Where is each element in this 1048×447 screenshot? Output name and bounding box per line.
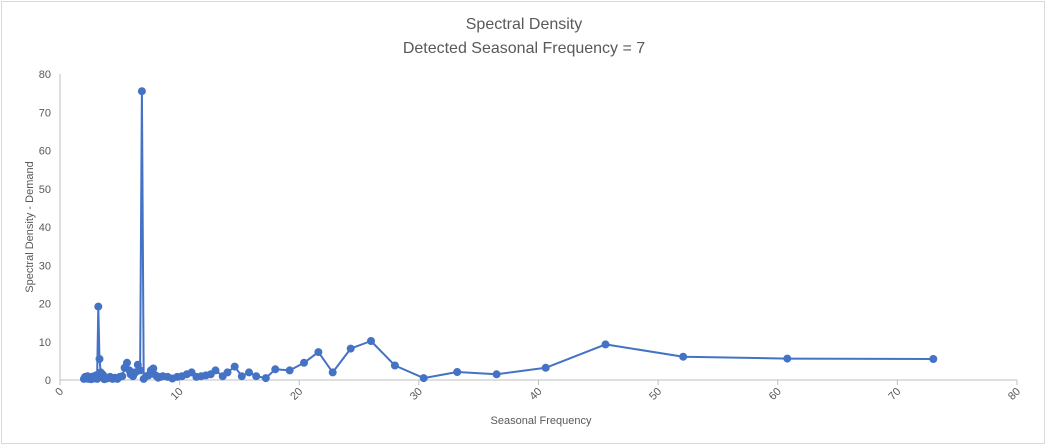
data-point bbox=[95, 355, 104, 363]
x-tick-label: 40 bbox=[527, 386, 544, 403]
x-tick-label: 20 bbox=[288, 386, 305, 403]
data-point bbox=[149, 364, 158, 373]
y-tick-label: 50 bbox=[39, 184, 51, 196]
data-point bbox=[419, 374, 428, 383]
data-point bbox=[783, 354, 792, 363]
x-axis-title: Seasonal Frequency bbox=[491, 415, 592, 427]
data-point bbox=[300, 358, 308, 367]
x-ticks: 0 10 20 30 40 50 60 70 80 bbox=[53, 380, 1023, 403]
x-tick-label: 80 bbox=[1006, 386, 1023, 403]
data-point bbox=[601, 340, 610, 349]
data-point bbox=[679, 352, 688, 361]
data-point bbox=[137, 87, 146, 96]
x-tick-label: 10 bbox=[169, 386, 186, 403]
y-tick-label: 60 bbox=[39, 146, 51, 158]
y-ticks: 0 10 20 30 40 50 60 70 80 bbox=[39, 69, 51, 387]
data-point bbox=[367, 337, 375, 345]
x-tick-label: 60 bbox=[767, 386, 784, 403]
data-point bbox=[187, 368, 196, 377]
data-point bbox=[94, 302, 103, 311]
y-tick-label: 0 bbox=[45, 375, 51, 387]
data-point bbox=[223, 368, 232, 377]
data-point bbox=[390, 361, 399, 370]
x-tick-label: 70 bbox=[886, 386, 903, 403]
x-tick-label: 30 bbox=[408, 386, 425, 403]
data-point bbox=[211, 366, 220, 375]
y-tick-label: 20 bbox=[39, 299, 51, 311]
chart-subtitle: Detected Seasonal Frequency = 7 bbox=[403, 40, 645, 57]
y-tick-label: 10 bbox=[39, 337, 51, 349]
y-tick-label: 80 bbox=[39, 69, 51, 81]
x-tick-label: 50 bbox=[647, 386, 664, 403]
data-point bbox=[261, 374, 270, 383]
data-point bbox=[118, 372, 127, 381]
y-tick-label: 70 bbox=[39, 107, 51, 119]
y-axis-title: Spectral Density - Demand bbox=[24, 161, 36, 292]
data-point bbox=[252, 372, 261, 381]
data-point bbox=[541, 363, 550, 372]
data-point bbox=[245, 368, 253, 377]
data-point bbox=[346, 344, 355, 353]
data-point bbox=[492, 370, 501, 379]
data-point bbox=[285, 366, 294, 375]
data-point bbox=[230, 362, 239, 371]
series-line bbox=[83, 90, 934, 381]
axes bbox=[59, 74, 1017, 381]
data-point bbox=[314, 348, 323, 357]
data-point bbox=[271, 365, 280, 374]
data-point bbox=[328, 368, 337, 377]
chart-title: Spectral Density bbox=[466, 16, 583, 33]
data-point bbox=[929, 355, 938, 363]
y-tick-label: 30 bbox=[39, 260, 51, 272]
data-point bbox=[453, 368, 462, 376]
data-points bbox=[79, 87, 938, 384]
data-point bbox=[123, 358, 131, 367]
data-point bbox=[136, 366, 145, 375]
data-point bbox=[237, 372, 246, 381]
x-tick-label: 0 bbox=[53, 386, 66, 399]
y-tick-label: 40 bbox=[39, 222, 51, 234]
